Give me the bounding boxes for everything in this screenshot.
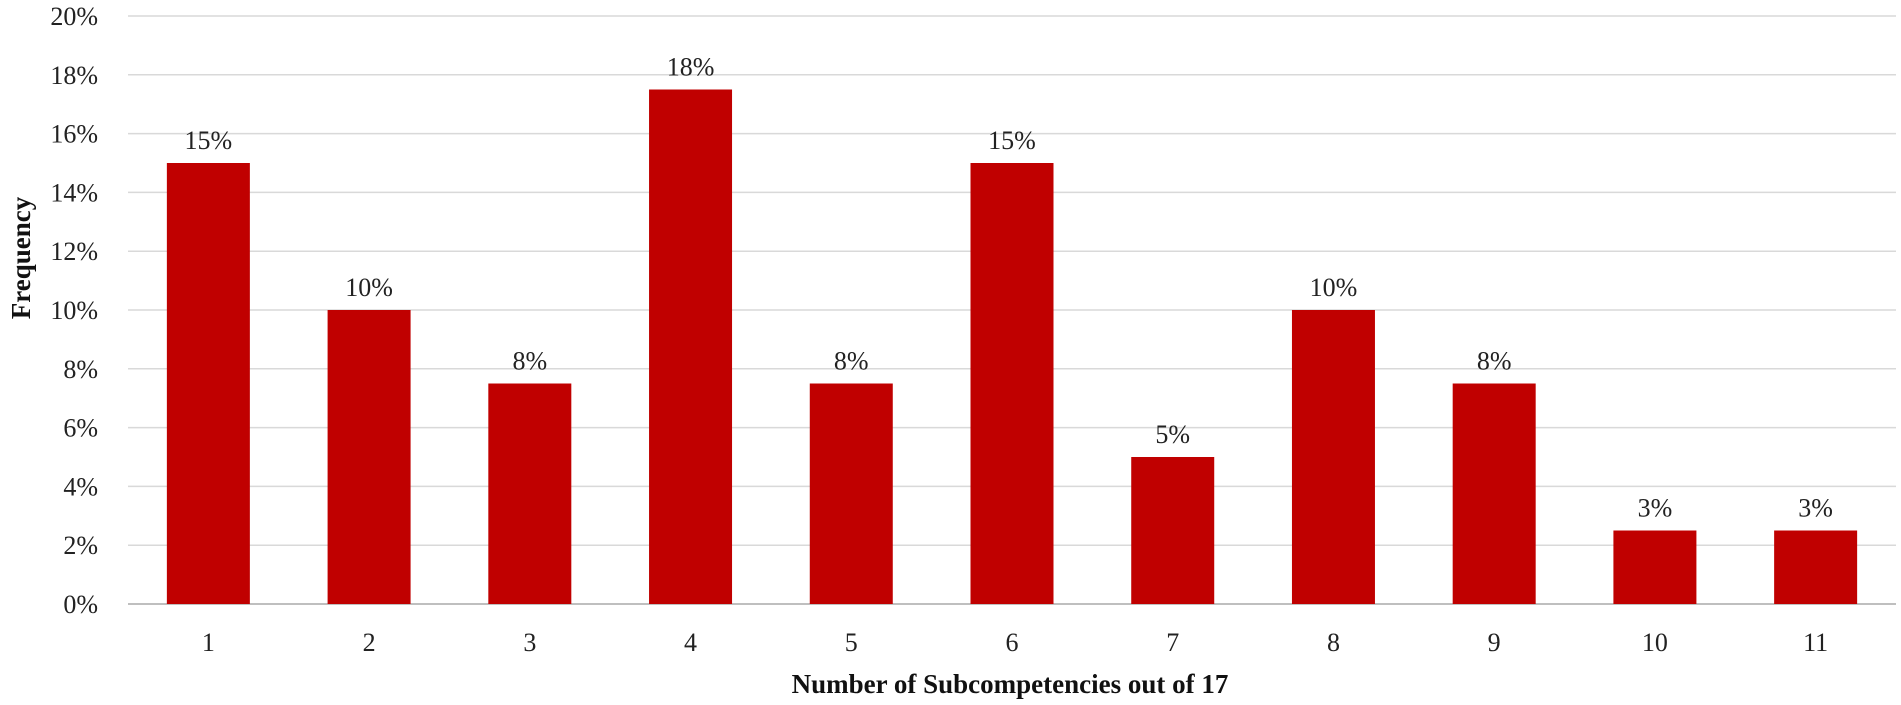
x-axis-title: Number of Subcompetencies out of 17 [792, 669, 1229, 699]
x-axis-ticks: 1 2 3 4 5 6 7 8 9 10 11 [202, 628, 1828, 657]
data-labels: 15% 10% 8% 18% 8% 15% 5% 10% 8% 3% 3% [185, 53, 1833, 523]
x-tick-label: 7 [1166, 628, 1179, 657]
bar-data-label: 10% [1310, 273, 1358, 302]
bar [1291, 310, 1375, 604]
bar [809, 383, 893, 604]
y-axis-title: Frequency [6, 196, 36, 319]
y-tick-label: 18% [50, 61, 98, 90]
y-tick-label: 12% [50, 237, 98, 266]
bar-data-label: 8% [512, 347, 547, 376]
x-tick-label: 3 [523, 628, 536, 657]
bar-data-label: 5% [1155, 420, 1190, 449]
y-tick-label: 16% [50, 120, 98, 149]
bar [1613, 530, 1697, 604]
y-tick-label: 0% [63, 590, 98, 619]
bar-data-label: 15% [185, 126, 233, 155]
bar [166, 163, 250, 604]
y-tick-label: 2% [63, 531, 98, 560]
bar-data-label: 8% [834, 347, 869, 376]
bar-data-label: 15% [988, 126, 1036, 155]
bar [327, 310, 411, 604]
bar [1131, 457, 1215, 604]
x-tick-label: 6 [1006, 628, 1019, 657]
y-tick-label: 10% [50, 296, 98, 325]
bar-data-label: 3% [1798, 494, 1833, 523]
y-tick-label: 4% [63, 472, 98, 501]
x-tick-label: 2 [363, 628, 376, 657]
bar-data-label: 3% [1638, 494, 1673, 523]
bar [649, 89, 733, 604]
y-tick-label: 20% [50, 2, 98, 31]
bar [970, 163, 1054, 604]
bar-data-label: 8% [1477, 347, 1512, 376]
bar-data-label: 10% [345, 273, 393, 302]
x-tick-label: 4 [684, 628, 697, 657]
bar [1452, 383, 1536, 604]
x-tick-label: 10 [1642, 628, 1668, 657]
y-tick-label: 14% [50, 178, 98, 207]
x-tick-label: 11 [1803, 628, 1828, 657]
y-tick-label: 8% [63, 355, 98, 384]
bar [1774, 530, 1858, 604]
y-tick-label: 6% [63, 414, 98, 443]
bars [166, 89, 1858, 604]
bar-data-label: 18% [667, 53, 715, 82]
x-tick-label: 9 [1488, 628, 1501, 657]
x-tick-label: 8 [1327, 628, 1340, 657]
x-tick-label: 1 [202, 628, 215, 657]
y-axis-ticks: 0% 2% 4% 6% 8% 10% 12% 14% 16% 18% 20% [50, 2, 98, 619]
x-tick-label: 5 [845, 628, 858, 657]
bar [488, 383, 572, 604]
